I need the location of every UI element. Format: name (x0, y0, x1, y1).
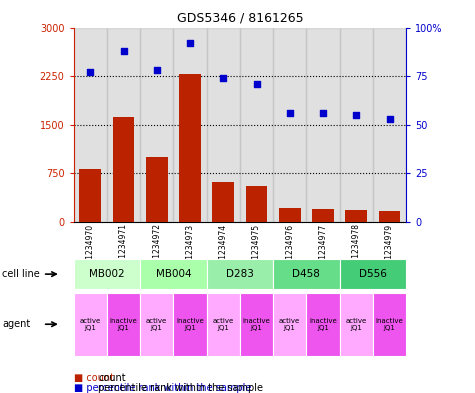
Bar (79, 169, 101, 222)
Point (186, 40, 194, 46)
Text: active
JQ1: active JQ1 (80, 318, 101, 331)
Text: D283: D283 (226, 269, 254, 279)
Bar (306, 28, 340, 222)
Bar (146, 157, 168, 222)
Text: active
JQ1: active JQ1 (279, 318, 300, 331)
Bar (340, 28, 373, 222)
Text: percentile rank within the sample: percentile rank within the sample (98, 383, 263, 393)
Bar (279, 208, 301, 222)
Point (219, 75, 227, 81)
Text: MB002: MB002 (89, 269, 124, 279)
Text: agent: agent (2, 319, 30, 329)
Bar (212, 182, 234, 222)
Point (153, 67, 161, 73)
Bar (246, 186, 267, 222)
Text: inactive
JQ1: inactive JQ1 (110, 318, 137, 331)
Text: D556: D556 (359, 269, 387, 279)
Bar (140, 28, 173, 222)
Point (86, 69, 94, 75)
Bar (74, 28, 107, 222)
Bar (107, 28, 140, 222)
Point (286, 110, 294, 116)
Text: active
JQ1: active JQ1 (213, 318, 234, 331)
Text: inactive
JQ1: inactive JQ1 (243, 318, 270, 331)
Text: inactive
JQ1: inactive JQ1 (376, 318, 403, 331)
Bar (207, 28, 240, 222)
Text: inactive
JQ1: inactive JQ1 (176, 318, 204, 331)
Point (319, 110, 327, 116)
Text: count: count (98, 373, 126, 383)
Text: ■ percentile rank within the sample: ■ percentile rank within the sample (74, 383, 251, 393)
Bar (113, 117, 134, 222)
Bar (312, 209, 334, 222)
Text: MB004: MB004 (156, 269, 191, 279)
Bar (273, 28, 306, 222)
Text: ■ count: ■ count (74, 373, 114, 383)
Bar (379, 211, 400, 222)
Bar (240, 28, 273, 222)
Bar (373, 28, 406, 222)
Text: inactive
JQ1: inactive JQ1 (309, 318, 337, 331)
Bar (179, 74, 201, 222)
Bar (173, 28, 207, 222)
Point (386, 116, 393, 122)
Point (120, 48, 127, 54)
Title: GDS5346 / 8161265: GDS5346 / 8161265 (177, 12, 303, 25)
Text: active
JQ1: active JQ1 (146, 318, 167, 331)
Text: D458: D458 (293, 269, 320, 279)
Point (253, 81, 260, 87)
Text: active
JQ1: active JQ1 (346, 318, 367, 331)
Point (352, 112, 360, 118)
Text: cell line: cell line (2, 269, 40, 279)
Bar (345, 210, 367, 222)
